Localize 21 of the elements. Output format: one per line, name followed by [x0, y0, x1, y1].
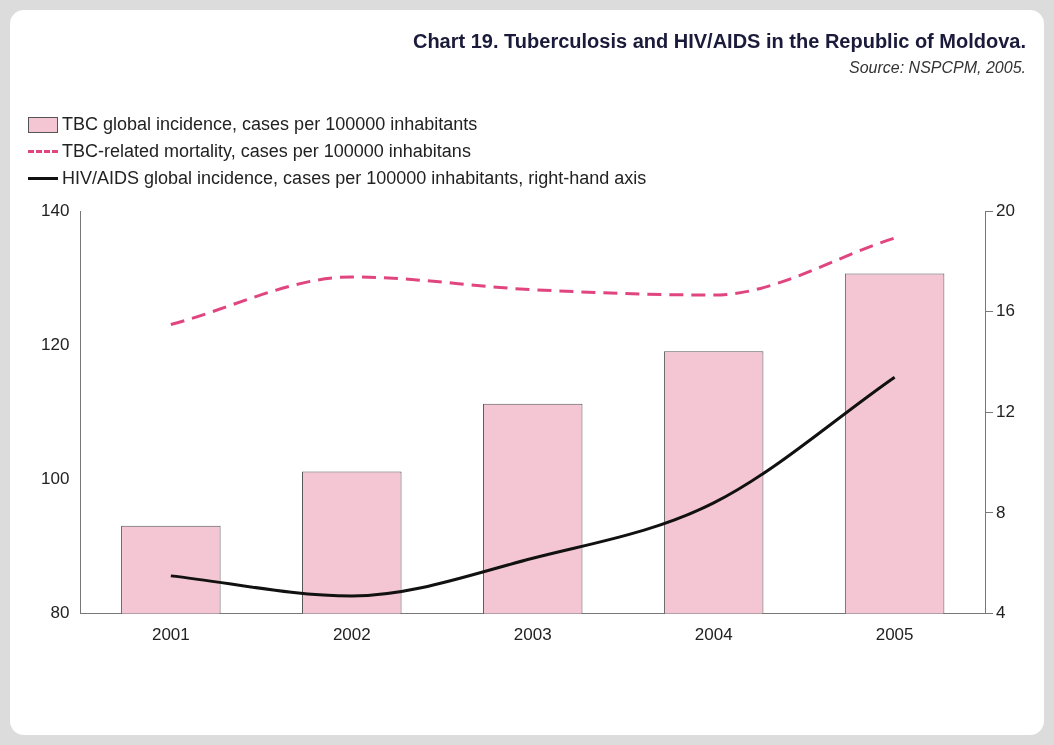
x-tick-label: 2004	[694, 625, 733, 645]
x-tick-label: 2001	[151, 625, 190, 645]
y2-tick-label: 16	[996, 301, 1016, 321]
chart-title: Chart 19. Tuberculosis and HIV/AIDS in the Republic of Moldova.	[411, 30, 1026, 53]
y2-tick-label: 8	[996, 502, 1006, 522]
legend-label: HIV/AIDS global incidence, cases per 100000 inhabitants, right-hand axis	[62, 167, 647, 190]
y-tick-label: 120	[40, 335, 70, 355]
y2-tick-label: 20	[996, 200, 1016, 220]
line-series	[169, 375, 897, 598]
source-note: Source: NSPCPM, 2005.	[848, 59, 1026, 77]
x-tick-label: 2002	[332, 625, 371, 645]
y2-tick-label: 12	[996, 402, 1016, 422]
y2-tick-label: 4	[996, 603, 1006, 623]
y-tick-label: 140	[40, 200, 70, 220]
legend-label: TBC global incidence, cases per 100000 inhabitants	[62, 113, 478, 136]
y-tick-label: 80	[50, 603, 70, 623]
x-tick-label: 2005	[875, 625, 914, 645]
legend-label: TBC-related mortality, cases per 100000 inhabitans	[62, 140, 471, 163]
line-series	[169, 236, 897, 327]
y-tick-label: 100	[40, 469, 70, 489]
x-tick-label: 2003	[513, 625, 552, 645]
